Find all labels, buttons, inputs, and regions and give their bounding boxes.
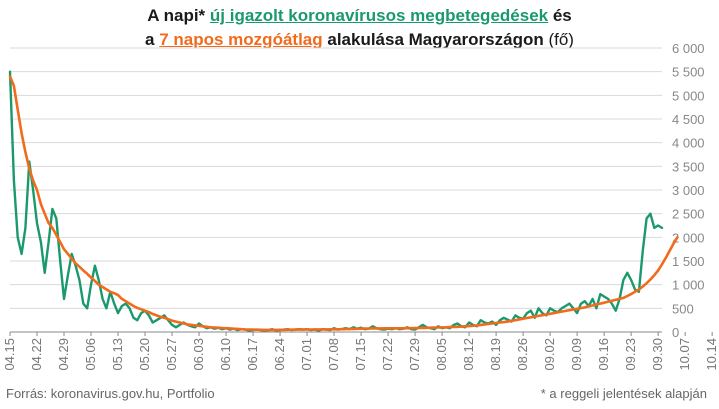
x-tick-label: 06.17 xyxy=(245,338,260,371)
title-suffix: és xyxy=(548,6,572,25)
y-tick-label: 2 000 xyxy=(672,230,705,245)
chart-title-line-1: A napi* új igazolt koronavírusos megbete… xyxy=(0,6,719,26)
title-moving-average-label: 7 napos mozgóátlag xyxy=(159,30,323,49)
x-tick-label: 08.19 xyxy=(488,338,503,371)
y-tick-label: 1 500 xyxy=(672,254,705,269)
title-unit: (fő) xyxy=(548,30,574,49)
x-tick-label: 09.16 xyxy=(596,338,611,371)
x-tick-label: 07.15 xyxy=(353,338,368,371)
title-prefix-2: a xyxy=(145,30,160,49)
x-tick-label: 07.22 xyxy=(380,338,395,371)
source-note: Forrás: koronavirus.gov.hu, Portfolio xyxy=(6,386,215,401)
moving-average-line xyxy=(8,75,679,332)
title-prefix: A napi* xyxy=(147,6,210,25)
x-tick-label: 05.13 xyxy=(110,338,125,371)
x-tick-label: 05.20 xyxy=(137,338,152,371)
x-tick-label: 10.14 xyxy=(704,338,719,371)
x-tick-label: 04.15 xyxy=(2,338,17,371)
x-tick-label: 06.24 xyxy=(272,338,287,371)
y-tick-label: 4 000 xyxy=(672,136,705,151)
x-tick-label: 07.01 xyxy=(299,338,314,371)
x-tick-label: 09.23 xyxy=(623,338,638,371)
x-tick-label: 09.30 xyxy=(650,338,665,371)
y-tick-label: 3 500 xyxy=(672,159,705,174)
y-tick-label: 0 xyxy=(672,325,679,340)
x-tick-label: 07.08 xyxy=(326,338,341,371)
x-tick-label: 08.05 xyxy=(434,338,449,371)
x-tick-label: 10.07 xyxy=(677,338,692,371)
y-tick-label: 500 xyxy=(672,301,694,316)
x-tick-label: 06.03 xyxy=(191,338,206,371)
x-tick-label: 04.22 xyxy=(29,338,44,371)
y-tick-label: 4 500 xyxy=(672,112,705,127)
y-tick-label: 3 000 xyxy=(672,183,705,198)
y-tick-label: 5 500 xyxy=(672,65,705,80)
x-tick-label: 06.10 xyxy=(218,338,233,371)
x-tick-label: 07.29 xyxy=(407,338,422,371)
x-tick-label: 05.27 xyxy=(164,338,179,371)
footnote: * a reggeli jelentések alapján xyxy=(540,386,707,401)
x-tick-label: 08.26 xyxy=(515,338,530,371)
y-tick-label: 5 000 xyxy=(672,88,705,103)
x-tick-label: 04.29 xyxy=(56,338,71,371)
title-daily-cases-label: új igazolt koronavírusos megbetegedések xyxy=(209,6,549,25)
x-tick-label: 08.12 xyxy=(461,338,476,371)
x-tick-label: 09.09 xyxy=(569,338,584,371)
x-tick-label: 05.06 xyxy=(83,338,98,371)
y-tick-label: 1 000 xyxy=(672,278,705,293)
title-middle: alakulása Magyarországon xyxy=(322,30,549,49)
y-tick-label: 2 500 xyxy=(672,207,705,222)
x-tick-label: 09.02 xyxy=(542,338,557,371)
chart-title-line-2: a 7 napos mozgóátlag alakulása Magyarors… xyxy=(0,30,719,50)
y-tick-label: 6 000 xyxy=(672,41,705,56)
